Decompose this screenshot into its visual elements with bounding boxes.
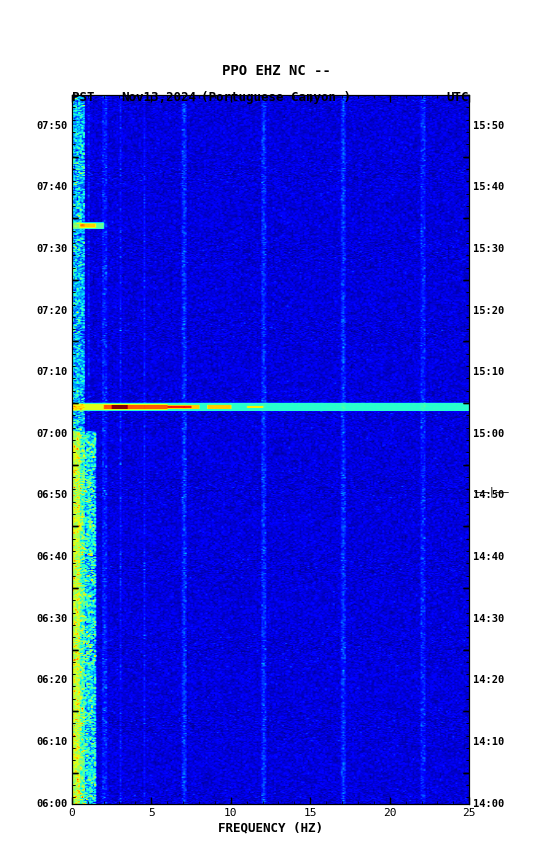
Text: 06:10: 06:10 xyxy=(36,737,68,746)
Text: 15:20: 15:20 xyxy=(473,306,505,315)
Text: 07:30: 07:30 xyxy=(36,244,68,254)
Text: 06:20: 06:20 xyxy=(36,676,68,685)
Text: 07:50: 07:50 xyxy=(36,121,68,130)
Text: 14:50: 14:50 xyxy=(473,491,505,500)
Text: 06:40: 06:40 xyxy=(36,552,68,562)
X-axis label: FREQUENCY (HZ): FREQUENCY (HZ) xyxy=(218,821,323,834)
Text: 14:30: 14:30 xyxy=(473,613,505,624)
Text: 15:30: 15:30 xyxy=(473,244,505,254)
Text: 07:20: 07:20 xyxy=(36,306,68,315)
Text: 06:30: 06:30 xyxy=(36,613,68,624)
Text: PST: PST xyxy=(72,91,94,104)
Text: (Portuguese Canyon ): (Portuguese Canyon ) xyxy=(201,91,351,104)
Text: PPO EHZ NC --: PPO EHZ NC -- xyxy=(221,64,331,78)
Text: 14:00: 14:00 xyxy=(473,798,505,809)
Text: 15:00: 15:00 xyxy=(473,429,505,439)
Text: 15:50: 15:50 xyxy=(473,121,505,130)
Text: 07:40: 07:40 xyxy=(36,182,68,193)
Text: 07:10: 07:10 xyxy=(36,367,68,378)
Text: 15:10: 15:10 xyxy=(473,367,505,378)
Text: 06:50: 06:50 xyxy=(36,491,68,500)
Text: 14:20: 14:20 xyxy=(473,676,505,685)
Text: 14:10: 14:10 xyxy=(473,737,505,746)
Text: 14:40: 14:40 xyxy=(473,552,505,562)
Text: UTC: UTC xyxy=(447,91,469,104)
Text: 06:00: 06:00 xyxy=(36,798,68,809)
Text: 15:40: 15:40 xyxy=(473,182,505,193)
Text: 07:00: 07:00 xyxy=(36,429,68,439)
Text: ——|——: ——|—— xyxy=(475,486,508,497)
Text: Nov13,2024: Nov13,2024 xyxy=(121,91,197,104)
